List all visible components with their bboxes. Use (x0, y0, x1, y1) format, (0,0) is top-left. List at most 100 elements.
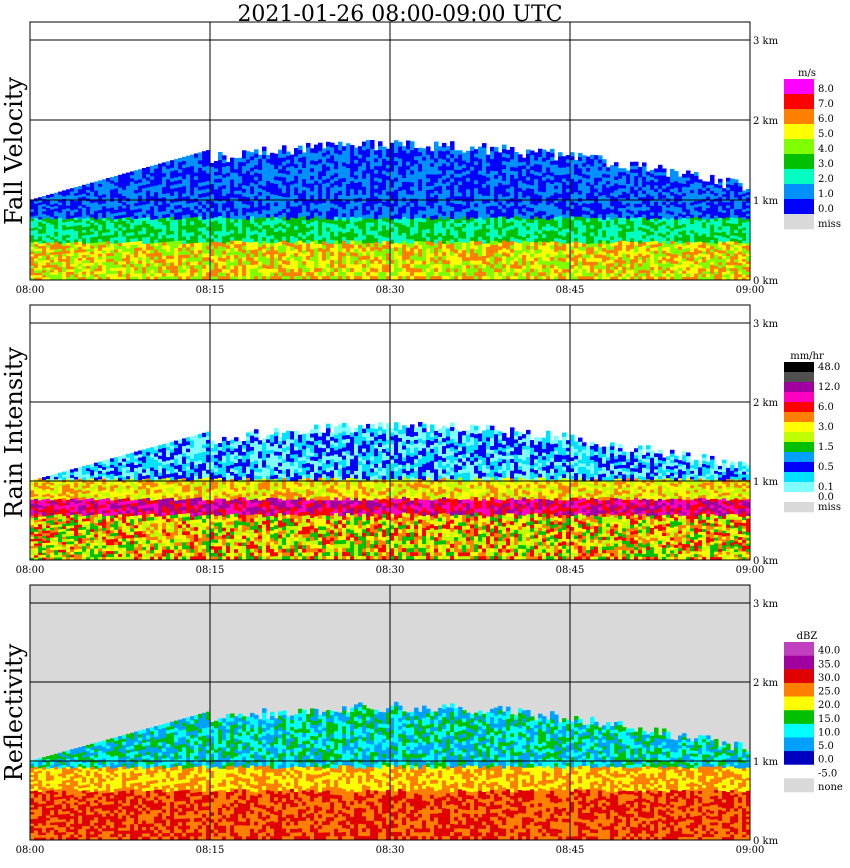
legend-swatch (784, 139, 814, 155)
legend-label: 48.0 (818, 362, 840, 373)
legend-swatch (784, 94, 814, 110)
legend-label: 1.0 (818, 189, 834, 200)
legend-label: 5.0 (818, 741, 834, 752)
y-tick-label: 2 km (753, 398, 779, 409)
x-tick-label: 08:15 (196, 565, 225, 576)
legend-swatch (784, 737, 814, 752)
x-tick-label: 08:15 (196, 845, 225, 856)
x-tick-label: 09:00 (736, 845, 765, 856)
legend-swatch (784, 472, 814, 483)
legend-swatch (784, 412, 814, 423)
legend-swatch (784, 154, 814, 170)
y-tick-label: 3 km (753, 36, 779, 47)
legend-swatch (784, 392, 814, 403)
legend-label: 1.5 (818, 442, 834, 453)
legend-swatch (784, 778, 814, 793)
x-tick-label: 08:00 (16, 285, 45, 296)
legend: m/s8.0 7.0 6.0 5.0 4.0 3.0 2.0 1.0 0.0 miss (784, 68, 841, 230)
legend-label: 0.0 (818, 755, 834, 766)
legend-swatch (784, 696, 814, 711)
legend-swatch (784, 462, 814, 473)
y-axis-label: Fall Velocity (0, 77, 28, 226)
legend-label: 4.0 (818, 144, 834, 155)
legend-units: dBZ (797, 631, 818, 642)
legend-swatch (784, 751, 814, 766)
legend-swatch (784, 502, 814, 513)
legend-label: 6.0 (818, 402, 834, 413)
legend-label: 5.0 (818, 129, 834, 140)
legend-label: 0.5 (818, 462, 834, 473)
legend-label: 25.0 (818, 687, 840, 698)
legend-swatch (784, 214, 814, 230)
y-tick-label: 0 km (753, 556, 779, 567)
y-tick-label: 1 km (753, 757, 779, 768)
panel-2: 0 km 1 km 2 km 3 km 08:00 08:15 08:30 08:45 09:0… (0, 304, 841, 576)
legend-label: miss (818, 219, 841, 230)
legend-label: 35.0 (818, 659, 840, 670)
plot-frame (29, 304, 751, 561)
y-axis-label: Reflectivity (0, 643, 28, 781)
x-tick-label: 08:45 (556, 565, 585, 576)
legend-swatch (784, 710, 814, 725)
legend-swatch (784, 422, 814, 433)
legend-label: miss (818, 502, 841, 513)
legend-swatch (784, 723, 814, 738)
legend-label: 2.0 (818, 174, 834, 185)
legend-label: 0.1 (818, 482, 834, 493)
legend-swatch (784, 764, 814, 779)
x-tick-label: 08:30 (376, 285, 405, 296)
legend-label: 3.0 (818, 159, 834, 170)
legend-label: 6.0 (818, 114, 834, 125)
x-tick-label: 09:00 (736, 285, 765, 296)
legend-swatch (784, 79, 814, 95)
panel-1: 0 km 1 km 2 km 3 km 08:00 08:15 08:30 08:45 09:0… (0, 21, 841, 296)
legend-swatch (784, 109, 814, 125)
plot-frame (29, 21, 751, 281)
y-tick-label: 2 km (753, 678, 779, 689)
x-tick-label: 08:30 (376, 845, 405, 856)
y-tick-label: 0 km (753, 836, 779, 847)
x-tick-label: 08:30 (376, 565, 405, 576)
legend-label: 3.0 (818, 422, 834, 433)
legend-swatch (784, 432, 814, 443)
legend-swatch (784, 642, 814, 656)
legend-units: m/s (798, 68, 816, 79)
legend-label: 7.0 (818, 99, 834, 110)
x-tick-label: 08:45 (556, 845, 585, 856)
y-tick-label: 3 km (753, 319, 779, 330)
y-tick-label: 2 km (753, 116, 779, 127)
x-tick-label: 08:45 (556, 285, 585, 296)
echo-texture (30, 701, 751, 840)
legend-swatch (784, 482, 814, 493)
legend-label: 10.0 (818, 727, 840, 738)
legend-label: 15.0 (818, 714, 840, 725)
legend-swatch (784, 362, 814, 373)
legend-label: 0.0 (818, 492, 834, 503)
legend-swatch (784, 184, 814, 200)
legend-swatch (784, 402, 814, 413)
y-tick-label: 3 km (753, 599, 779, 610)
y-tick-label: 1 km (753, 196, 779, 207)
x-tick-label: 09:00 (736, 565, 765, 576)
legend-label: none (818, 782, 843, 793)
panel-3: 0 km 1 km 2 km 3 km 08:00 08:15 08:30 08:45 09:0… (0, 584, 843, 856)
legend-swatch (784, 199, 814, 215)
x-tick-label: 08:00 (16, 565, 45, 576)
legend-swatch (784, 492, 814, 503)
legend-label: -5.0 (818, 768, 837, 779)
plot-frame (29, 584, 751, 841)
legend-label: 8.0 (818, 84, 834, 95)
x-tick-label: 08:00 (16, 845, 45, 856)
y-tick-label: 0 km (753, 276, 779, 287)
legend-label: 20.0 (818, 700, 840, 711)
legend-swatch (784, 452, 814, 463)
y-axis-label: Rain Intensity (0, 347, 28, 519)
legend-label: 30.0 (818, 673, 840, 684)
legend-swatch (784, 669, 814, 684)
legend-swatch (784, 655, 814, 670)
legend-swatch (784, 124, 814, 140)
legend-swatch (784, 682, 814, 697)
